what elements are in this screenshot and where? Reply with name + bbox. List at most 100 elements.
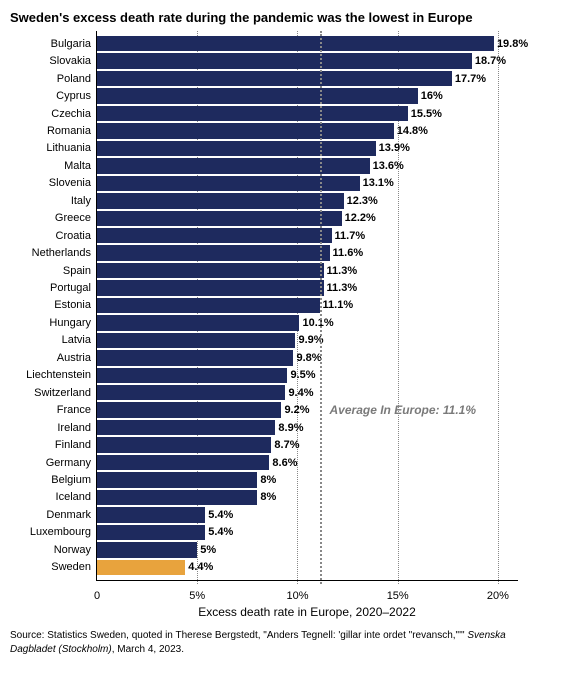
bar-row: Luxembourg5.4% <box>97 524 518 541</box>
value-label: 12.3% <box>344 195 378 207</box>
bar <box>97 315 299 330</box>
category-label: Cyprus <box>56 90 97 102</box>
x-axis-title: Excess death rate in Europe, 2020–2022 <box>96 605 518 619</box>
category-label: Luxembourg <box>30 526 97 538</box>
category-label: Italy <box>71 195 97 207</box>
category-label: Spain <box>63 265 97 277</box>
value-label: 10.1% <box>299 317 333 329</box>
chart-title: Sweden's excess death rate during the pa… <box>10 10 558 25</box>
bar-row: Czechia15.5% <box>97 105 518 122</box>
value-label: 5.4% <box>205 526 233 538</box>
value-label: 5% <box>197 544 216 556</box>
bar <box>97 158 370 173</box>
bar-row: Germany8.6% <box>97 454 518 471</box>
category-label: Poland <box>57 73 97 85</box>
bar-row: Greece12.2% <box>97 210 518 227</box>
bar <box>97 53 472 68</box>
bar-row: Lithuania13.9% <box>97 140 518 157</box>
bar <box>97 280 324 295</box>
bar-row: Finland8.7% <box>97 436 518 453</box>
value-label: 12.2% <box>342 212 376 224</box>
value-label: 11.3% <box>324 265 358 277</box>
bar <box>97 507 205 522</box>
x-tick-label: 5% <box>189 590 205 602</box>
bar-row: Iceland8% <box>97 489 518 506</box>
average-line <box>320 31 322 584</box>
category-label: Ireland <box>57 422 97 434</box>
bar <box>97 141 376 156</box>
chart-area: 05%10%15%20%Bulgaria19.8%Slovakia18.7%Po… <box>4 31 558 621</box>
bar-row: Austria9.8% <box>97 349 518 366</box>
value-label: 13.1% <box>360 177 394 189</box>
value-label: 4.4% <box>185 561 213 573</box>
bar <box>97 350 293 365</box>
value-label: 11.3% <box>324 282 358 294</box>
value-label: 11.1% <box>320 299 354 311</box>
plot-area: 05%10%15%20%Bulgaria19.8%Slovakia18.7%Po… <box>96 31 518 581</box>
value-label: 11.6% <box>330 247 364 259</box>
bar-row: Spain11.3% <box>97 262 518 279</box>
value-label: 9.2% <box>281 404 309 416</box>
bar <box>97 385 285 400</box>
bar-row: Slovakia18.7% <box>97 52 518 69</box>
value-label: 18.7% <box>472 55 506 67</box>
value-label: 13.9% <box>376 142 410 154</box>
value-label: 14.8% <box>394 125 428 137</box>
category-label: France <box>57 404 97 416</box>
bar-row: Estonia11.1% <box>97 297 518 314</box>
category-label: Denmark <box>46 509 97 521</box>
bar <box>97 455 269 470</box>
bar <box>97 542 197 557</box>
bar-row: Norway5% <box>97 541 518 558</box>
value-label: 9.5% <box>287 369 315 381</box>
bar-row: Portugal11.3% <box>97 279 518 296</box>
category-label: Lithuania <box>46 142 97 154</box>
bar-row: Sweden4.4% <box>97 559 518 576</box>
bar-row: Slovenia13.1% <box>97 175 518 192</box>
bar <box>97 368 287 383</box>
value-label: 17.7% <box>452 73 486 85</box>
bar-row: Latvia9.9% <box>97 332 518 349</box>
value-label: 8.9% <box>275 422 303 434</box>
bar <box>97 88 418 103</box>
bar <box>97 193 344 208</box>
value-label: 9.8% <box>293 352 321 364</box>
bar-highlight <box>97 560 185 575</box>
average-label: Average In Europe: 11.1% <box>330 403 477 417</box>
value-label: 19.8% <box>494 38 528 50</box>
bar-row: Netherlands11.6% <box>97 244 518 261</box>
source-suffix: , March 4, 2023. <box>112 644 184 655</box>
category-label: Liechtenstein <box>26 369 97 381</box>
category-label: Iceland <box>56 491 97 503</box>
category-label: Croatia <box>56 230 97 242</box>
bar-row: Italy12.3% <box>97 192 518 209</box>
bar <box>97 420 275 435</box>
category-label: Greece <box>55 212 97 224</box>
category-label: Norway <box>54 544 97 556</box>
category-label: Sweden <box>51 561 97 573</box>
category-label: Belgium <box>51 474 97 486</box>
value-label: 5.4% <box>205 509 233 521</box>
bar <box>97 263 324 278</box>
value-label: 8.6% <box>269 457 297 469</box>
category-label: Austria <box>57 352 97 364</box>
bar-row: Croatia11.7% <box>97 227 518 244</box>
category-label: Portugal <box>50 282 97 294</box>
value-label: 8% <box>257 491 276 503</box>
bar <box>97 525 205 540</box>
bar-row: Ireland8.9% <box>97 419 518 436</box>
bar-row: Hungary10.1% <box>97 314 518 331</box>
category-label: Czechia <box>51 108 97 120</box>
category-label: Bulgaria <box>51 38 97 50</box>
bar <box>97 71 452 86</box>
category-label: Slovakia <box>49 55 97 67</box>
x-tick-label: 20% <box>487 590 509 602</box>
bar-row: Bulgaria19.8% <box>97 35 518 52</box>
bar-row: Cyprus16% <box>97 87 518 104</box>
x-tick-label: 0 <box>94 590 100 602</box>
bar <box>97 437 271 452</box>
bar <box>97 123 394 138</box>
bar-row: Liechtenstein9.5% <box>97 367 518 384</box>
bar <box>97 490 257 505</box>
bar <box>97 36 494 51</box>
